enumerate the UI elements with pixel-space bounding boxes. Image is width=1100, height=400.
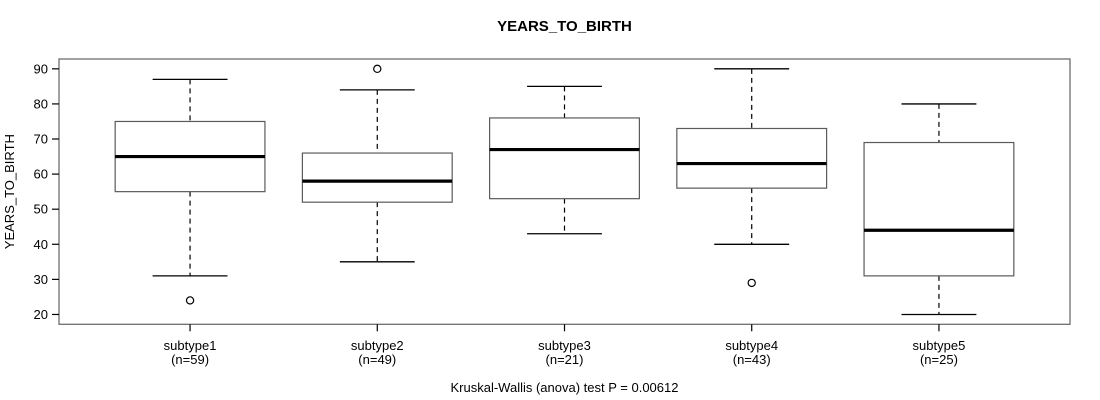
group-label: subtype1 bbox=[164, 338, 217, 353]
iqr-box bbox=[863, 141, 1015, 277]
group-n-label: (n=21) bbox=[546, 352, 584, 367]
y-tick-label: 40 bbox=[34, 237, 48, 252]
group-label: subtype3 bbox=[538, 338, 591, 353]
group-label: subtype2 bbox=[351, 338, 404, 353]
y-tick-label: 90 bbox=[34, 61, 48, 76]
y-tick-label: 30 bbox=[34, 272, 48, 287]
group-label: subtype5 bbox=[913, 338, 966, 353]
group-n-label: (n=49) bbox=[358, 352, 396, 367]
y-tick-label: 80 bbox=[34, 96, 48, 111]
y-axis-label: YEARS_TO_BIRTH bbox=[2, 134, 17, 249]
group-label: subtype4 bbox=[725, 338, 778, 353]
outlier-point bbox=[747, 278, 756, 288]
chart-title: YEARS_TO_BIRTH bbox=[497, 18, 632, 35]
caption: Kruskal-Wallis (anova) test P = 0.00612 bbox=[451, 380, 679, 395]
group-n-label: (n=25) bbox=[920, 352, 958, 367]
y-tick-label: 20 bbox=[34, 307, 48, 322]
y-tick-label: 70 bbox=[34, 132, 48, 147]
group-n-label: (n=43) bbox=[733, 352, 771, 367]
outlier-point bbox=[373, 64, 382, 74]
y-tick-label: 60 bbox=[34, 167, 48, 182]
iqr-box bbox=[301, 152, 453, 203]
outlier-point bbox=[185, 296, 195, 305]
iqr-box bbox=[676, 127, 828, 189]
y-tick-label: 50 bbox=[34, 202, 48, 217]
group-n-label: (n=59) bbox=[171, 352, 209, 367]
iqr-box bbox=[489, 117, 640, 200]
